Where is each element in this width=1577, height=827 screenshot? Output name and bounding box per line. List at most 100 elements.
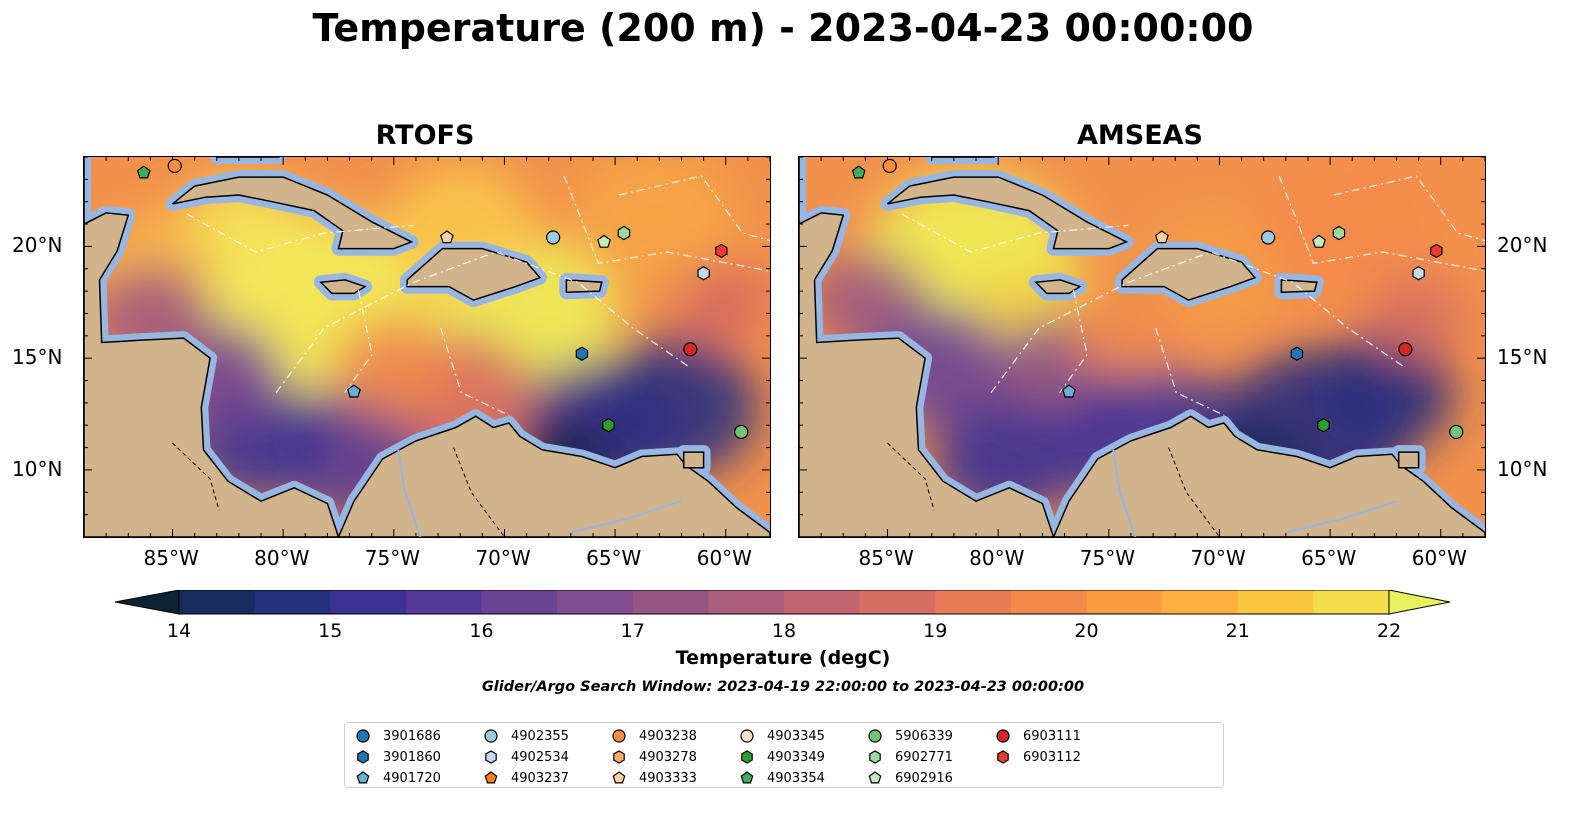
colorbar-cell-12	[1086, 590, 1163, 614]
lat-label-left-2: 10°N	[12, 456, 63, 481]
float-legend: 3901686 3901860 4901720 4902355 4902534 49032…	[344, 722, 1224, 788]
lon-label-amseas-3: 70°W	[1190, 546, 1246, 570]
colorbar-tick-1: 15	[318, 620, 343, 642]
legend-marker-4903349	[741, 750, 753, 764]
legend-item-4903349: 4903349	[739, 747, 825, 767]
legend-label: 4903333	[639, 770, 697, 786]
legend-marker-circle	[356, 729, 370, 743]
land-4	[319, 279, 367, 295]
legend-marker-4903237	[484, 771, 498, 784]
legend-marker-hexagon	[741, 750, 753, 764]
land-6	[1397, 451, 1420, 469]
legend-item-4903354: 4903354	[739, 768, 825, 788]
colorbar-tick-3: 17	[620, 620, 645, 642]
colorbar-extend-high	[1388, 590, 1451, 615]
legend-item-6902916: 6902916	[867, 768, 953, 788]
legend-marker-4901720	[356, 771, 370, 784]
legend-marker-hexagon	[485, 750, 497, 764]
land-2	[887, 176, 1129, 250]
legend-item-4902355: 4902355	[483, 726, 569, 746]
colorbar-cell-7	[708, 590, 785, 614]
search-window-text: Glider/Argo Search Window: 2023-04-19 22…	[481, 679, 1085, 695]
figure-title: Temperature (200 m) - 2023-04-23 00:00:0…	[312, 6, 1254, 50]
colorbar-tick-4: 18	[771, 620, 797, 642]
legend-marker-pentagon	[484, 771, 498, 784]
float-marker-4901720	[347, 384, 361, 398]
float-marker-4903238	[167, 158, 182, 174]
lat-label-right-1: 15°N	[1497, 345, 1548, 370]
colorbar-tick-8: 22	[1376, 620, 1402, 642]
legend-marker-5906339	[868, 729, 882, 743]
legend-label: 4903238	[639, 728, 697, 744]
legend-marker-4903354	[740, 771, 754, 784]
legend-marker-circle	[868, 729, 882, 743]
legend-marker-pentagon	[356, 771, 370, 784]
float-marker-4902534	[697, 266, 710, 281]
legend-label: 6903112	[1023, 749, 1081, 765]
float-marker-4902355	[1261, 230, 1276, 245]
legend-marker-4902534	[485, 750, 497, 764]
colorbar-cell-15	[1313, 590, 1390, 614]
legend-marker-6903112	[997, 750, 1009, 764]
colorbar-cell-14	[1237, 590, 1314, 614]
legend-label: 6902916	[895, 770, 953, 786]
colorbar-tick-6: 20	[1074, 620, 1099, 642]
float-marker-6903111	[1398, 342, 1413, 357]
legend-marker-4902355	[484, 729, 498, 743]
colorbar-cell-2	[330, 590, 407, 614]
legend-marker-4903238	[612, 729, 626, 743]
legend-marker-hexagon	[613, 750, 625, 764]
legend-label: 3901860	[383, 749, 441, 765]
map-panel-rtofs[interactable]	[83, 156, 771, 538]
legend-marker-6903111	[996, 729, 1010, 743]
colorbar-cell-4	[481, 590, 558, 614]
legend-item-5906339: 5906339	[867, 726, 953, 746]
lon-label-amseas-0: 85°W	[858, 546, 914, 570]
lon-label-amseas-1: 80°W	[969, 546, 1025, 570]
land-4	[1034, 279, 1082, 295]
legend-marker-3901860	[357, 750, 369, 764]
float-marker-6902771	[617, 225, 631, 241]
legend-label: 4901720	[383, 770, 441, 786]
lon-label-rtofs-1: 80°W	[254, 546, 310, 570]
map-rtofs	[84, 157, 770, 537]
legend-label: 4902355	[511, 728, 569, 744]
land-3	[406, 247, 542, 301]
legend-label: 4903237	[511, 770, 569, 786]
lon-label-rtofs-3: 70°W	[475, 546, 531, 570]
float-marker-5906339	[1449, 424, 1464, 440]
legend-item-4903278: 4903278	[611, 747, 697, 767]
colorbar-cell-11	[1010, 590, 1087, 614]
float-marker-6902916	[597, 234, 611, 248]
float-marker-4902355	[546, 230, 561, 245]
lon-label-rtofs-0: 85°W	[143, 546, 199, 570]
legend-marker-3901686	[356, 729, 370, 743]
legend-marker-circle	[996, 729, 1010, 743]
lon-label-amseas-2: 75°W	[1079, 546, 1136, 570]
land-0	[84, 157, 340, 537]
colorbar-tick-5: 19	[923, 620, 948, 642]
float-marker-4903238	[882, 158, 897, 174]
colorbar-cell-1	[254, 590, 331, 614]
legend-item-6903111: 6903111	[995, 726, 1081, 746]
land-2	[172, 176, 414, 250]
float-marker-4903333	[1154, 230, 1169, 244]
colorbar-cell-0	[179, 590, 256, 614]
legend-item-4903345: 4903345	[739, 726, 825, 746]
legend-marker-pentagon	[868, 771, 882, 784]
panel-title-rtofs: RTOFS	[375, 120, 475, 151]
float-marker-5906339	[734, 424, 749, 440]
map-panel-amseas[interactable]	[798, 156, 1486, 538]
lon-label-amseas-4: 65°W	[1301, 546, 1357, 570]
legend-marker-6902771	[869, 750, 881, 764]
colorbar-tick-2: 16	[469, 620, 494, 642]
float-marker-3901860	[575, 346, 589, 361]
legend-marker-circle	[740, 729, 754, 743]
legend-marker-pentagon	[612, 771, 626, 784]
legend-item-3901860: 3901860	[355, 747, 441, 767]
colorbar-extend-low	[115, 590, 180, 615]
land-3	[1121, 247, 1257, 301]
legend-item-4903333: 4903333	[611, 768, 697, 788]
map-amseas	[799, 157, 1485, 537]
float-marker-4901720	[1062, 384, 1076, 398]
